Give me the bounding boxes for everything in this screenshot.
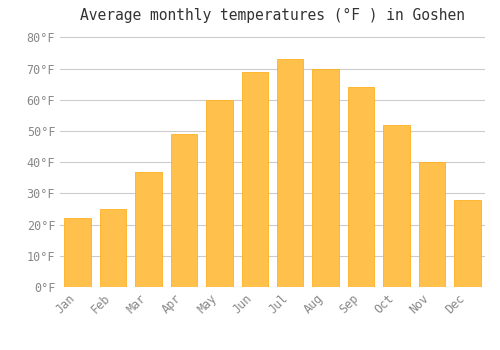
Bar	[312, 69, 339, 287]
Bar	[418, 162, 445, 287]
Bar	[136, 172, 162, 287]
Bar	[100, 209, 126, 287]
Bar	[242, 72, 268, 287]
Bar	[206, 100, 233, 287]
Bar	[383, 125, 409, 287]
Bar	[348, 87, 374, 287]
Title: Average monthly temperatures (°F ) in Goshen: Average monthly temperatures (°F ) in Go…	[80, 8, 465, 23]
Bar	[64, 218, 91, 287]
Bar	[454, 199, 480, 287]
Bar	[277, 59, 303, 287]
Bar	[170, 134, 197, 287]
